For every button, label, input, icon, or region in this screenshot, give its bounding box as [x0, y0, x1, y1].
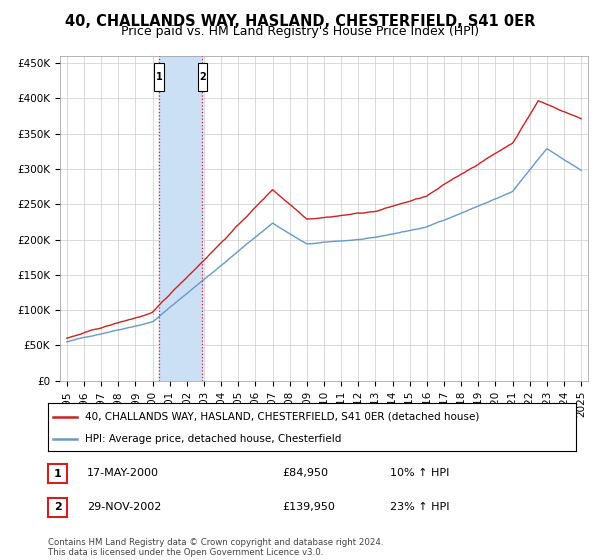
- Text: 17-MAY-2000: 17-MAY-2000: [87, 468, 159, 478]
- Text: HPI: Average price, detached house, Chesterfield: HPI: Average price, detached house, Ches…: [85, 434, 341, 444]
- FancyBboxPatch shape: [154, 63, 164, 91]
- Text: 2: 2: [54, 502, 61, 512]
- Text: £84,950: £84,950: [282, 468, 328, 478]
- Text: 2: 2: [199, 72, 206, 82]
- Bar: [159, 56, 202, 381]
- Text: 1: 1: [156, 72, 163, 82]
- Text: 23% ↑ HPI: 23% ↑ HPI: [390, 502, 449, 512]
- Text: £139,950: £139,950: [282, 502, 335, 512]
- Text: Contains HM Land Registry data © Crown copyright and database right 2024.
This d: Contains HM Land Registry data © Crown c…: [48, 538, 383, 557]
- Text: Price paid vs. HM Land Registry's House Price Index (HPI): Price paid vs. HM Land Registry's House …: [121, 25, 479, 38]
- FancyBboxPatch shape: [197, 63, 207, 91]
- Text: 40, CHALLANDS WAY, HASLAND, CHESTERFIELD, S41 0ER: 40, CHALLANDS WAY, HASLAND, CHESTERFIELD…: [65, 14, 535, 29]
- Text: 29-NOV-2002: 29-NOV-2002: [87, 502, 161, 512]
- Text: 40, CHALLANDS WAY, HASLAND, CHESTERFIELD, S41 0ER (detached house): 40, CHALLANDS WAY, HASLAND, CHESTERFIELD…: [85, 412, 479, 422]
- Text: 10% ↑ HPI: 10% ↑ HPI: [390, 468, 449, 478]
- Text: 1: 1: [54, 469, 61, 479]
